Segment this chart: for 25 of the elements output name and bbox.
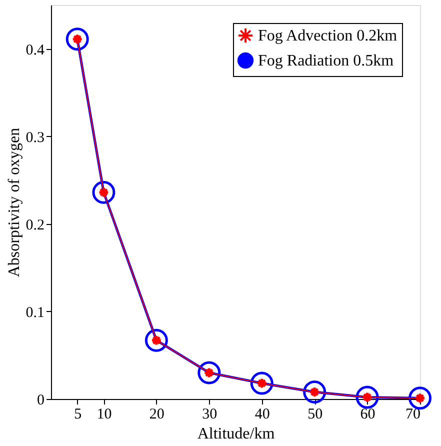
- x-tick-label: 50: [308, 406, 323, 422]
- point: [66, 28, 89, 51]
- point: [356, 386, 379, 409]
- x-tick-label: 40: [254, 406, 270, 422]
- x-axis-title: Altitude/km: [197, 426, 276, 442]
- y-tick-label: 0.1: [26, 304, 44, 321]
- point: [408, 386, 432, 410]
- legend-label: Fog Advection 0.2km: [258, 28, 398, 44]
- x-tick-label: 10: [96, 406, 112, 422]
- x-tick-label: 60: [360, 406, 376, 422]
- point: [303, 380, 326, 404]
- x-tick-label: 30: [202, 406, 218, 422]
- x-tick-label: 70: [406, 406, 420, 422]
- x-tick-label: 5: [74, 406, 82, 422]
- point: [144, 328, 168, 352]
- point: [198, 361, 221, 384]
- y-tick-label: 0.3: [26, 130, 44, 146]
- y-axis-title: Absorptivity of oxygen: [6, 128, 23, 278]
- x-tick-label: 20: [149, 406, 164, 422]
- legend-label: Fog Radiation 0.5km: [258, 52, 394, 70]
- y-tick-label: 0: [37, 392, 44, 408]
- point: [250, 372, 274, 395]
- point: [92, 180, 116, 204]
- y-tick-label: 0.4: [26, 42, 45, 58]
- y-tick-label: 0.2: [26, 217, 44, 234]
